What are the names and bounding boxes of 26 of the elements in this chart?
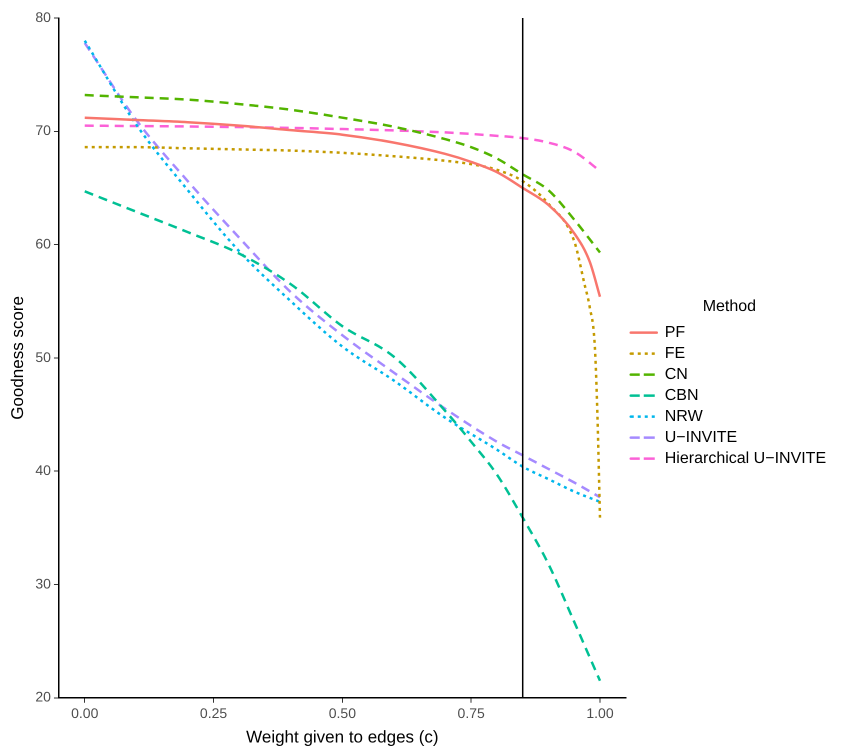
x-tick-label: 0.50 — [328, 705, 356, 722]
y-tick-label: 70 — [35, 122, 52, 138]
line-series — [83, 116, 602, 298]
x-tick-label: 0.75 — [458, 705, 486, 722]
x-tick-label: 0.00 — [71, 705, 99, 722]
line-series — [83, 146, 602, 519]
y-tick-label: 20 — [35, 688, 52, 705]
y-tick-label: 80 — [35, 8, 52, 25]
line-series — [83, 94, 602, 254]
x-tick-label: 0.25 — [200, 705, 228, 722]
x-tick-label: 1.00 — [586, 705, 614, 722]
legend-label: NRW — [664, 408, 704, 426]
legend-label: CN — [664, 366, 688, 384]
legend-label: U−INVITE — [664, 429, 738, 446]
y-tick-label: 50 — [35, 348, 52, 365]
y-tick-label: 60 — [35, 235, 52, 252]
y-axis-title: Goodness score — [8, 296, 27, 420]
legend-label: Hierarchical U−INVITE — [664, 450, 826, 468]
x-axis-title: Weight given to edges (c) — [246, 727, 439, 746]
legend-title: Method — [702, 298, 756, 315]
legend-label: CBN — [664, 387, 699, 404]
legend-label: PF — [664, 324, 686, 342]
legend-label: FE — [664, 345, 686, 362]
line-series — [83, 190, 602, 682]
y-tick-label: 40 — [35, 462, 52, 478]
y-tick-label: 30 — [35, 575, 52, 592]
